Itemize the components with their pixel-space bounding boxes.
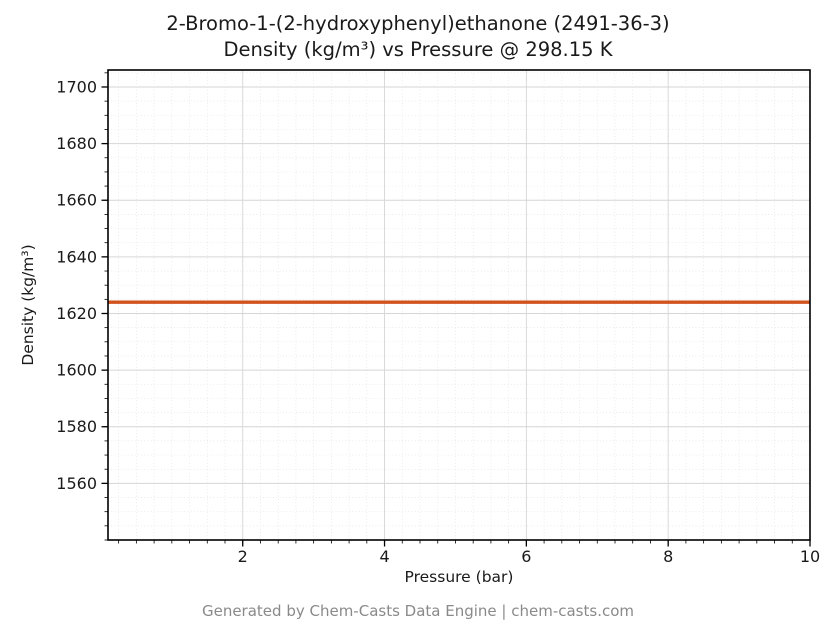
- y-axis-label: Density (kg/m³): [19, 244, 37, 366]
- svg-text:1640: 1640: [56, 247, 97, 266]
- svg-text:6: 6: [521, 547, 531, 566]
- svg-text:1660: 1660: [56, 191, 97, 210]
- svg-text:8: 8: [663, 547, 673, 566]
- svg-text:4: 4: [379, 547, 389, 566]
- svg-text:1620: 1620: [56, 304, 97, 323]
- chart-title: 2-Bromo-1-(2-hydroxyphenyl)ethanone (249…: [0, 11, 836, 62]
- svg-text:1680: 1680: [56, 134, 97, 153]
- svg-text:1560: 1560: [56, 474, 97, 493]
- svg-text:1580: 1580: [56, 417, 97, 436]
- footer-credit: Generated by Chem-Casts Data Engine | ch…: [201, 602, 635, 620]
- svg-text:1600: 1600: [56, 361, 97, 380]
- svg-text:1700: 1700: [56, 77, 97, 96]
- x-axis-label: Pressure (bar): [404, 568, 514, 586]
- svg-text:10: 10: [800, 547, 820, 566]
- chart-title-line2: Density (kg/m³) vs Pressure @ 298.15 K: [223, 37, 613, 61]
- svg-text:2: 2: [238, 547, 248, 566]
- chart-title-line1: 2-Bromo-1-(2-hydroxyphenyl)ethanone (249…: [166, 12, 670, 35]
